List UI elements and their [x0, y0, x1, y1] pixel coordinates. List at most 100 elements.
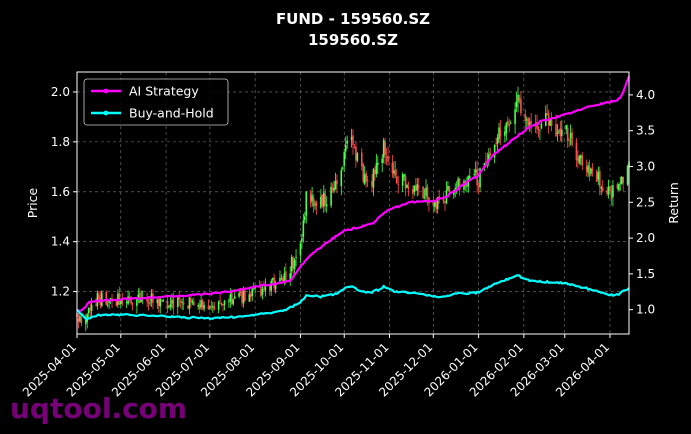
candle-body-2025-04-04 — [80, 317, 83, 324]
candle-body-2025-11-27 — [426, 186, 429, 198]
candle-body-2025-09-24 — [333, 187, 335, 192]
candle-body-2025-10-07 — [352, 135, 354, 145]
y-left-tick-label: 1.8 — [51, 135, 70, 149]
candle-body-2026-01-02 — [479, 168, 481, 188]
candle-body-2026-03-16 — [585, 166, 588, 171]
candle-body-2025-12-26 — [469, 176, 471, 178]
candle-body-2025-12-05 — [438, 196, 440, 198]
candle-body-2025-06-03 — [168, 306, 170, 308]
candle-body-2026-01-13 — [495, 143, 497, 144]
candle-body-2025-12-11 — [447, 186, 449, 191]
candle-body-2025-08-26 — [290, 256, 293, 272]
candle-body-2025-07-14 — [228, 301, 230, 302]
candle-body-2026-03-09 — [575, 142, 578, 160]
candle-body-2025-04-22 — [106, 304, 109, 306]
candle-body-2025-09-17 — [322, 192, 325, 207]
candle-body-2025-12-30 — [474, 169, 477, 173]
candle-body-2026-02-06 — [530, 120, 532, 124]
candle-body-2025-05-27 — [157, 299, 160, 306]
candle-body-2025-09-23 — [331, 188, 334, 190]
candle-body-2025-08-19 — [280, 278, 283, 280]
y-left-tick-label: 1.2 — [51, 285, 70, 299]
candle-body-2025-12-16 — [454, 188, 457, 191]
candle-body-2025-09-12 — [315, 202, 318, 207]
candle-body-2025-06-23 — [197, 305, 200, 307]
candle-body-2025-10-31 — [387, 156, 389, 162]
y-left-tick-label: 1.6 — [51, 185, 70, 199]
candle-body-2025-06-30 — [207, 306, 210, 309]
candle-body-2026-03-23 — [596, 171, 598, 182]
y-axis-left-label: Price — [25, 187, 40, 218]
candle-body-2026-04-01 — [609, 186, 611, 192]
candle-body-2025-09-25 — [334, 181, 337, 190]
candle-body-2025-10-03 — [346, 140, 348, 144]
candle-body-2026-01-15 — [498, 127, 500, 140]
candle-body-2025-11-19 — [414, 185, 417, 191]
candle-body-2025-11-14 — [407, 186, 410, 189]
candle-body-2025-09-02 — [301, 238, 303, 242]
candle-body-2025-04-24 — [109, 298, 112, 300]
legend-marker — [103, 110, 109, 116]
candle-body-2025-08-01 — [254, 286, 256, 289]
candle-body-2026-03-18 — [588, 166, 591, 176]
candle-body-2025-06-25 — [200, 300, 202, 308]
candle-body-2026-02-12 — [539, 129, 541, 131]
candle-body-2026-03-17 — [587, 165, 589, 173]
candle-body-2026-01-22 — [508, 123, 511, 127]
candle-body-2026-02-17 — [546, 113, 549, 116]
candle-body-2026-01-28 — [517, 94, 519, 103]
y-axis-right: 1.0 1.5 2.0 2.5 3.0 3.5 4.0 — [629, 88, 655, 317]
candle-body-2025-05-13 — [137, 294, 140, 298]
candle-body-2026-01-12 — [493, 145, 496, 157]
legend-label: Buy-and-Hold — [129, 106, 214, 121]
candle-body-2026-04-06 — [616, 184, 619, 189]
candle-body-2026-03-31 — [607, 186, 610, 195]
candle-body-2025-08-29 — [295, 256, 297, 259]
candle-body-2025-07-22 — [239, 292, 242, 293]
candle-body-2026-01-26 — [514, 109, 516, 125]
candle-body-2026-03-10 — [577, 158, 579, 161]
candle-body-2026-01-30 — [520, 99, 522, 114]
candle-body-2025-06-11 — [179, 301, 182, 303]
candle-body-2026-01-06 — [485, 161, 487, 163]
candle-body-2025-07-11 — [223, 300, 226, 305]
candle-body-2026-04-02 — [610, 190, 613, 199]
candle-body-2025-07-29 — [249, 294, 252, 298]
candle-body-2025-11-03 — [391, 163, 394, 174]
y-right-tick-label: 3.0 — [636, 159, 655, 173]
candle-body-2025-12-02 — [433, 202, 436, 207]
candle-body-2025-11-24 — [422, 186, 424, 199]
candle-body-2025-12-09 — [444, 201, 446, 203]
candle-body-2025-04-14 — [95, 303, 97, 305]
y-right-tick-label: 2.5 — [636, 195, 655, 209]
candle-body-2025-09-18 — [324, 194, 327, 206]
candle-body-2025-11-07 — [397, 184, 400, 185]
candle-body-2025-11-05 — [394, 170, 397, 176]
candle-body-2025-06-19 — [191, 301, 194, 304]
candle-body-2025-05-19 — [146, 297, 148, 303]
candle-body-2025-08-07 — [263, 288, 265, 290]
candle-body-2025-06-04 — [169, 304, 172, 308]
candle-body-2026-01-27 — [515, 101, 518, 108]
candle-body-2026-02-20 — [550, 118, 553, 126]
plot-frame — [76, 71, 630, 335]
y-left-tick-label: 2.0 — [51, 85, 70, 99]
candle-body-2025-11-04 — [393, 170, 395, 174]
candle-body-2025-08-22 — [285, 271, 287, 282]
y-axis-left: 1.2 1.4 1.6 1.8 2.0 — [51, 85, 77, 299]
candle-body-2025-04-15 — [96, 292, 99, 307]
candle-body-2025-06-10 — [178, 297, 181, 300]
candle-body-2026-02-25 — [558, 130, 560, 132]
candle-body-2025-05-07 — [128, 296, 131, 299]
candle-body-2025-12-18 — [457, 178, 459, 190]
candle-body-2025-11-20 — [416, 184, 419, 191]
candle-body-2025-12-19 — [458, 178, 461, 191]
candle-body-2025-08-05 — [260, 286, 262, 297]
candle-body-2026-01-01 — [477, 185, 480, 187]
candle-body-2025-06-17 — [188, 297, 191, 310]
candle-body-2025-07-07 — [217, 301, 220, 310]
candle-body-2026-01-05 — [483, 162, 486, 167]
candle-body-2025-05-29 — [160, 300, 163, 302]
candle-body-2026-03-02 — [565, 125, 568, 130]
candle-body-2025-06-24 — [198, 304, 201, 309]
